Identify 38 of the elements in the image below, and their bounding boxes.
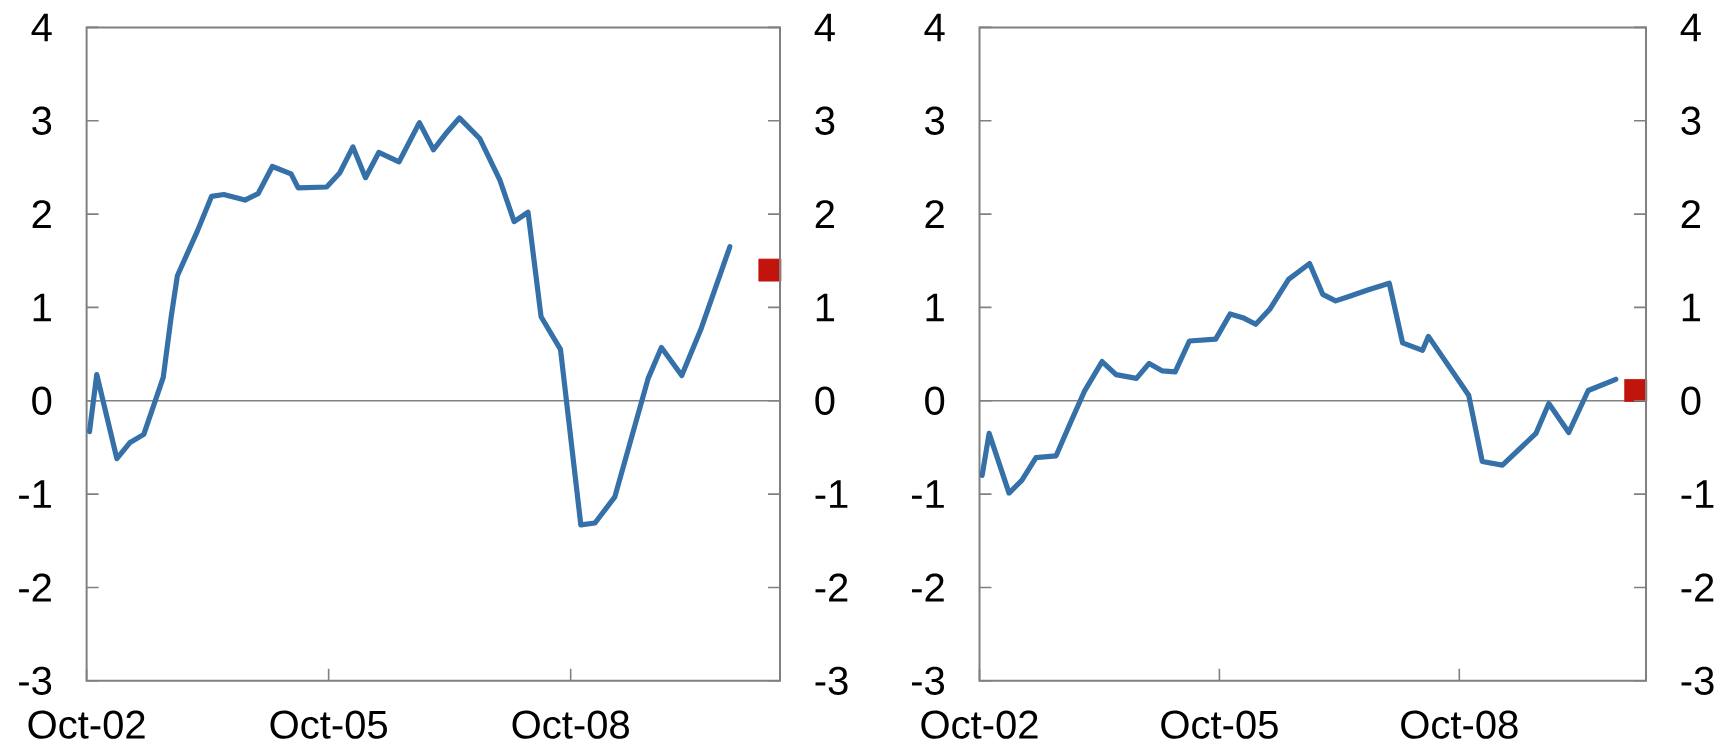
y2-tick-label: 1	[816, 293, 835, 322]
x-tick-label: Oct-08	[1401, 710, 1518, 739]
y-tick-label: 0	[925, 386, 945, 415]
y2-tick-label: -2	[815, 573, 848, 602]
x-tick-label: Oct-02	[28, 710, 145, 739]
y-tick-label: 4	[31, 13, 52, 42]
x-tick-label: Oct-08	[512, 710, 629, 739]
y2-tick-label: 0	[815, 386, 835, 415]
x-tick-label: Oct-05	[270, 710, 387, 739]
y2-tick-label: 0	[1681, 386, 1701, 415]
y-tick-label: 4	[924, 13, 945, 42]
y-tick-label: 3	[925, 106, 945, 135]
x-tick-label: Oct-05	[1161, 710, 1278, 739]
y2-tick-label: 1	[1682, 293, 1701, 322]
y-tick-label: 3	[32, 106, 52, 135]
y-tick-label: -2	[19, 573, 51, 602]
y2-tick-label: -1	[1681, 480, 1714, 508]
y2-tick-label: -2	[1681, 573, 1714, 602]
y2-tick-label: 2	[815, 200, 834, 229]
y2-tick-label: 3	[1681, 106, 1701, 135]
y2-tick-label: 4	[1680, 13, 1701, 42]
y2-tick-label: -3	[1681, 666, 1714, 695]
x-tick-label: Oct-02	[921, 710, 1038, 739]
y-tick-label: -1	[911, 480, 944, 508]
y2-tick-label: 3	[815, 106, 835, 135]
y-tick-label: -1	[19, 480, 51, 508]
y-tick-label: -2	[911, 573, 944, 602]
y2-tick-label: 2	[1681, 200, 1700, 229]
y-tick-label: -3	[19, 666, 52, 695]
y2-tick-label: -3	[815, 666, 848, 695]
y-tick-label: 1	[33, 293, 51, 322]
y-tick-label: 2	[32, 200, 51, 229]
y2-tick-label: 4	[814, 13, 835, 42]
y2-tick-label: -1	[815, 480, 848, 508]
y-tick-label: -3	[911, 666, 945, 695]
y-tick-label: 0	[32, 386, 52, 415]
y-tick-label: 1	[926, 293, 944, 322]
y-tick-label: 2	[925, 200, 944, 229]
